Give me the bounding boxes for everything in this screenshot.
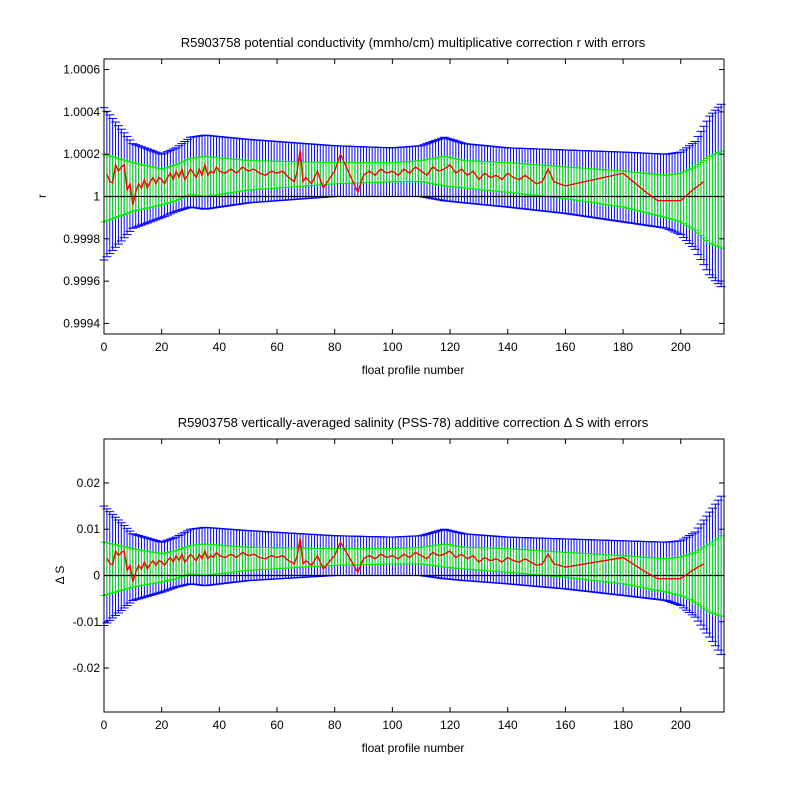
error-bars-inner bbox=[100, 150, 725, 249]
y-tick-label: 0.9996 bbox=[63, 274, 100, 288]
y-tick-label: 0 bbox=[93, 569, 100, 583]
plot-area: 0 20 40 60 80 100 120 140 160 180 200 -0.02 -0.01 0 0.… bbox=[73, 438, 726, 732]
x-tick-label: 60 bbox=[270, 718, 284, 732]
y-tick-label: -0.02 bbox=[73, 661, 101, 675]
x-tick-label: 40 bbox=[213, 718, 227, 732]
chart-salinity-correction: R5903758 vertically-averaged salinity (P… bbox=[53, 415, 726, 755]
y-tick-label: 0.02 bbox=[77, 476, 101, 490]
x-tick-label: 140 bbox=[498, 340, 518, 354]
chart-title: R5903758 vertically-averaged salinity (P… bbox=[178, 415, 649, 430]
series-line bbox=[106, 149, 705, 206]
x-axis-label: float profile number bbox=[362, 363, 465, 377]
y-tick-label: 0.9998 bbox=[63, 232, 100, 246]
x-tick-label: 120 bbox=[440, 718, 460, 732]
x-tick-label: 120 bbox=[440, 340, 460, 354]
y-tick-label: 0.01 bbox=[77, 522, 101, 536]
x-tick-label: 40 bbox=[213, 340, 227, 354]
x-tick-label: 20 bbox=[155, 718, 169, 732]
x-tick-label: 160 bbox=[555, 340, 575, 354]
x-tick-label: 100 bbox=[382, 718, 402, 732]
x-tick-label: 60 bbox=[270, 340, 284, 354]
x-axis-label: float profile number bbox=[362, 741, 465, 755]
y-tick-label: -0.01 bbox=[73, 615, 101, 629]
x-tick-label: 140 bbox=[498, 718, 518, 732]
x-tick-label: 180 bbox=[613, 718, 633, 732]
x-tick-label: 160 bbox=[555, 718, 575, 732]
x-tick-label: 200 bbox=[671, 340, 691, 354]
y-tick-label: 1.0002 bbox=[63, 147, 100, 161]
series-line bbox=[106, 538, 705, 583]
chart-title: R5903758 potential conductivity (mmho/cm… bbox=[181, 35, 646, 50]
x-tick-label: 0 bbox=[101, 340, 108, 354]
y-tick-label: 1 bbox=[93, 190, 100, 204]
x-tick-label: 20 bbox=[155, 340, 169, 354]
y-tick-label: 1.0004 bbox=[63, 105, 100, 119]
x-tick-label: 200 bbox=[671, 718, 691, 732]
x-tick-label: 0 bbox=[101, 718, 108, 732]
x-tick-label: 80 bbox=[328, 718, 342, 732]
x-tick-label: 100 bbox=[382, 340, 402, 354]
y-tick-label: 0.9994 bbox=[63, 316, 100, 330]
chart-conductivity-correction: R5903758 potential conductivity (mmho/cm… bbox=[35, 35, 726, 377]
plot-area: 0 20 40 60 80 100 120 140 160 180 200 0.9994 0.9996 0… bbox=[63, 58, 726, 354]
y-axis-label: r bbox=[35, 194, 49, 198]
x-tick-label: 180 bbox=[613, 340, 633, 354]
error-bars-inner bbox=[100, 535, 725, 617]
y-tick-label: 1.0006 bbox=[63, 63, 100, 77]
x-tick-label: 80 bbox=[328, 340, 342, 354]
y-axis-label: Δ S bbox=[53, 566, 67, 585]
